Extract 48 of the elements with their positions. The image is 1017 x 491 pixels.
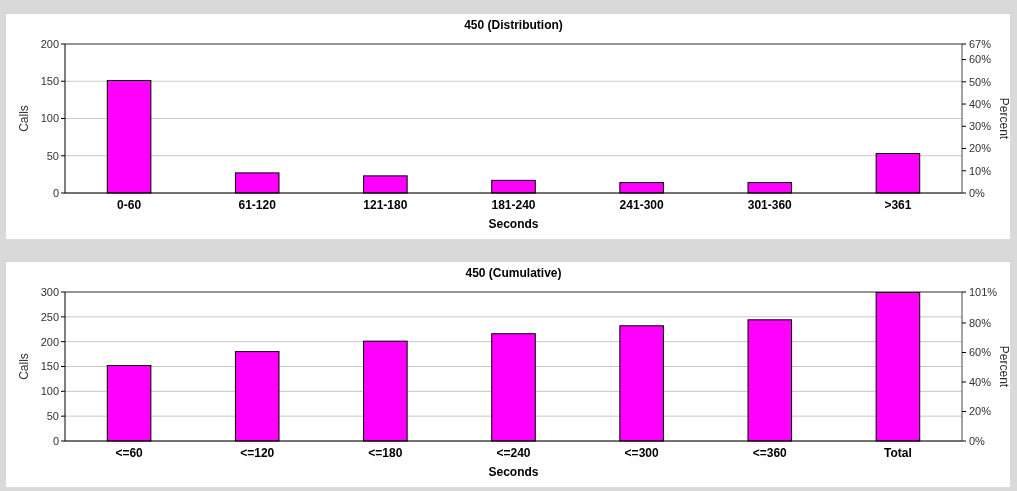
y2-axis-title: Percent xyxy=(997,97,1011,140)
x-tick-label: 0-60 xyxy=(117,198,142,212)
y2-tick-label: 60% xyxy=(969,53,992,66)
x-tick-label: <=180 xyxy=(368,446,403,460)
chart-title: 450 (Distribution) xyxy=(464,18,563,32)
y2-tick-label: 10% xyxy=(969,164,992,177)
y2-tick-label: 60% xyxy=(969,346,992,359)
y2-tick-label: 80% xyxy=(969,316,992,329)
x-tick-label: 61-120 xyxy=(238,198,277,212)
y-tick-label: 100 xyxy=(40,112,59,125)
y-tick-label: 150 xyxy=(40,75,59,88)
y-tick-label: 150 xyxy=(40,360,59,373)
y-tick-label: 200 xyxy=(40,335,59,348)
y2-tick-label: 0% xyxy=(969,434,986,447)
y2-tick-label: 20% xyxy=(969,142,992,155)
x-tick-label: 241-300 xyxy=(619,198,664,212)
y2-tick-label: 67% xyxy=(969,37,992,50)
y-axis-title: Calls xyxy=(17,105,31,132)
x-tick-label: <=240 xyxy=(496,446,531,460)
y2-tick-label: 30% xyxy=(969,120,992,133)
y2-tick-label: 40% xyxy=(969,97,992,110)
y2-tick-label: 50% xyxy=(969,75,992,88)
x-tick-label: <=120 xyxy=(240,446,275,460)
x-tick-label: 121-180 xyxy=(363,198,408,212)
x-tick-label: <=60 xyxy=(115,446,144,460)
y-tick-label: 0 xyxy=(52,434,59,447)
y-tick-label: 50 xyxy=(46,149,59,162)
y2-tick-label: 40% xyxy=(969,375,992,388)
x-axis-title: Seconds xyxy=(488,465,539,479)
y-tick-label: 0 xyxy=(52,186,59,199)
y2-axis-title: Percent xyxy=(997,345,1011,388)
y-tick-label: 100 xyxy=(40,385,59,398)
y-tick-label: 50 xyxy=(46,410,59,423)
x-tick-label: <=360 xyxy=(752,446,788,460)
y2-tick-label: 20% xyxy=(969,405,992,418)
x-tick-label: <=300 xyxy=(624,446,659,460)
x-tick-label: Total xyxy=(884,446,912,460)
x-tick-label: 301-360 xyxy=(747,198,793,212)
y-tick-label: 200 xyxy=(40,37,59,50)
x-axis-title: Seconds xyxy=(488,217,539,231)
chart-title: 450 (Cumulative) xyxy=(465,266,562,280)
y-tick-label: 300 xyxy=(40,285,59,298)
x-tick-label: 181-240 xyxy=(491,198,536,212)
y-axis-title: Calls xyxy=(17,353,31,380)
y2-tick-label: 101% xyxy=(969,285,998,298)
y-tick-label: 250 xyxy=(40,310,59,323)
x-tick-label: >361 xyxy=(884,198,912,212)
y2-tick-label: 0% xyxy=(969,186,986,199)
